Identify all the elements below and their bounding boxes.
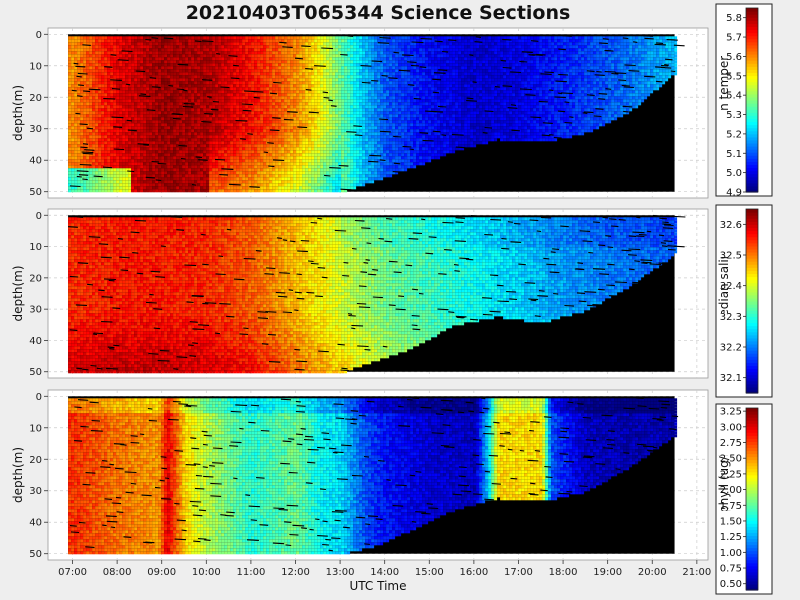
x-tick-label: 15:00 (415, 567, 444, 578)
x-tick-label: 11:00 (236, 567, 265, 578)
colorbar-tick-label: 5.2 (726, 129, 742, 140)
x-tick-label: 12:00 (281, 567, 310, 578)
y-tick-label: 40 (29, 156, 42, 167)
colorbar-tick-label: 5.7 (726, 33, 742, 44)
panel-temperature: 0 10 20 30 40 50 depth(m) (11, 28, 708, 198)
y-tick-label: 10 (29, 242, 42, 253)
y-tick-label: 0 (36, 211, 42, 222)
y-tick-label: 40 (29, 518, 42, 529)
y-tick-label: 10 (29, 423, 42, 434)
x-tick-label: 19:00 (593, 567, 622, 578)
colorbar-tick-label: 1.25 (720, 532, 742, 543)
colorbar-tick-label: 4.9 (726, 188, 742, 199)
y-tick-label: 50 (29, 187, 42, 198)
colorbar-tick-label: 5.1 (726, 149, 742, 160)
colorbar-tick-label: 32.1 (720, 373, 742, 384)
x-tick-label: 09:00 (147, 567, 176, 578)
y-tick-label: 10 (29, 61, 42, 72)
colorbar-tick-label: 1.00 (720, 548, 742, 559)
y-axis-label: depth(m) (11, 85, 25, 141)
x-tick-label: 17:00 (504, 567, 533, 578)
colorbar-tick-label: 32.6 (720, 220, 742, 231)
x-tick-label: 10:00 (192, 567, 221, 578)
colorbar-tick-label: 0.50 (720, 579, 742, 590)
y-tick-label: 0 (36, 392, 42, 403)
x-tick-label: 18:00 (549, 567, 578, 578)
panel-salinity: 0 10 20 30 40 50 depth(m) (11, 209, 708, 378)
y-tick-label: 40 (29, 336, 42, 347)
colorbar-tick-label: 3.00 (720, 422, 742, 433)
x-tick-label: 20:00 (638, 567, 667, 578)
colorbar-tick-label: 3.25 (720, 407, 742, 418)
colorbar-tick-label: 32.2 (720, 343, 742, 354)
y-tick-label: 30 (29, 486, 42, 497)
colorbar-tick-label: 1.50 (720, 516, 742, 527)
x-tick-label: 16:00 (459, 567, 488, 578)
panel-chlorophyll: 0 10 20 30 40 50 depth(m) (11, 390, 708, 560)
y-tick-label: 0 (36, 30, 42, 41)
colorbar-chlorophyll: 0.500.751.001.251.501.752.002.252.502.75… (716, 404, 772, 594)
y-tick-label: 20 (29, 93, 42, 104)
colorbar-tick-label: 5.0 (726, 168, 742, 179)
figure-title: 20210403T065344 Science Sections (186, 2, 571, 24)
y-axis-label: depth(m) (11, 266, 25, 322)
x-axis-label: UTC Time (350, 579, 407, 593)
section-temperature (68, 34, 685, 192)
x-tick-label: 07:00 (58, 567, 87, 578)
x-tick-label: 08:00 (103, 567, 132, 578)
y-axis-label: depth(m) (11, 447, 25, 503)
colorbar-tick-label: 0.75 (720, 564, 742, 575)
section-chlorophyll (68, 396, 678, 554)
y-tick-label: 50 (29, 367, 42, 378)
y-tick-label: 20 (29, 455, 42, 466)
colorbar-tick-label: 32.3 (720, 312, 742, 323)
x-tick-label: 21:00 (682, 567, 711, 578)
colorbar-tick-label: 2.75 (720, 438, 742, 449)
y-tick-label: 30 (29, 124, 42, 135)
section-salinity (68, 215, 685, 373)
x-tick-label: 14:00 (370, 567, 399, 578)
x-tick-label: 13:00 (326, 567, 355, 578)
colorbar-tick-label: 5.8 (726, 13, 742, 24)
y-tick-label: 20 (29, 273, 42, 284)
y-tick-label: 50 (29, 549, 42, 560)
y-tick-label: 30 (29, 305, 42, 316)
